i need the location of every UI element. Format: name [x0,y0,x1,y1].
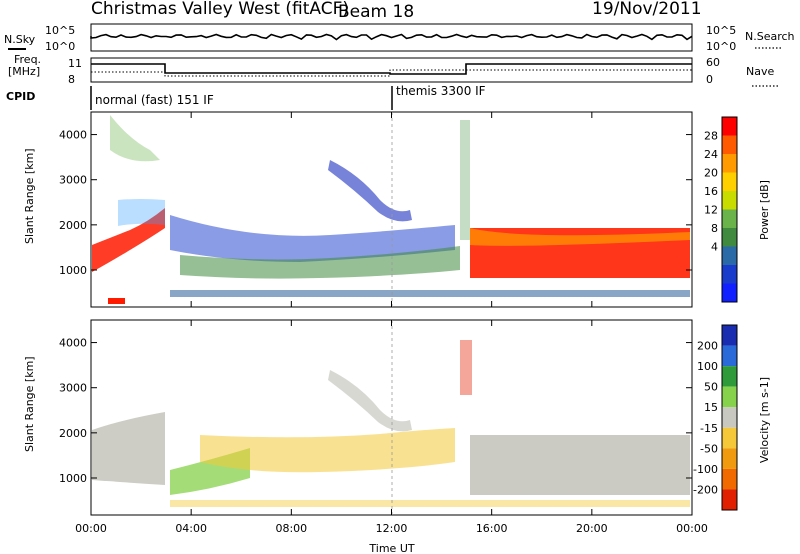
power-colorbar-swatch [722,283,737,302]
freq-series-line [91,63,692,75]
velocity-ytick-label: 1000 [59,472,87,485]
power-yticks: 1000 2000 3000 4000 [59,129,692,277]
power-ytick-label: 1000 [59,264,87,277]
power-colorbar-tick: 20 [704,167,718,180]
velocity-ytick-label: 2000 [59,427,87,440]
velocity-ytick-label: 4000 [59,337,87,350]
power-colorbar-tick: 16 [704,185,718,198]
cpid-segment-2: themis 3300 IF [396,84,486,98]
velocity-xtick-label: 00:00 [75,522,107,535]
beam-label: Beam 18 [338,2,414,22]
power-colorbar-tick: 12 [704,204,718,217]
velocity-xtick-label: 04:00 [175,522,207,535]
velocity-colorbar-swatch [722,468,737,490]
power-colorbar-swatch [722,117,737,136]
velocity-colorbar-frame [721,324,738,511]
velocity-colorbar-swatch [722,448,737,469]
velocity-heatmap [92,340,690,507]
nave-label: Nave [746,65,774,78]
station-title: Christmas Valley West (fitACF) [91,0,349,19]
power-colorbar-swatch [722,191,737,210]
velocity-yticks: 1000 2000 3000 4000 [59,337,692,485]
velocity-xlabel: Time UT [368,542,414,554]
power-colorbar-swatch [722,154,737,173]
velocity-colorbar: 200 100 50 15 -15 -50 -100 -200 [693,324,738,511]
velocity-colorbar-tick: 100 [697,360,718,373]
nsky-tick-top: 10^5 [45,24,75,37]
velocity-colorbar-tick: 200 [697,340,718,353]
power-colorbar-tick: 24 [704,148,718,161]
power-colorbar-tick: 28 [704,130,718,143]
power-xticks [90,112,693,307]
nsky-label: N.Sky [4,33,36,46]
power-heatmap [92,115,690,304]
velocity-xtick-label: 08:00 [275,522,307,535]
velocity-colorbar-tick: 15 [704,401,718,414]
power-colorbar-swatch [722,209,737,228]
power-colorbar-swatch [722,228,737,247]
power-colorbar-swatch [722,265,737,284]
power-colorbar-frame [721,116,738,303]
power-colorbar-swatch [722,135,737,154]
cpid-label: CPID [6,90,35,103]
velocity-colorbar-tick: 50 [704,381,718,394]
power-ylabel: Slant Range [km] [23,148,36,244]
velocity-ytick-label: 3000 [59,382,87,395]
velocity-xticks: 00:00 04:00 08:00 12:00 16:00 20:00 00:00 [75,320,708,535]
velocity-colorbar-swatch [722,407,737,428]
velocity-xtick-label: 12:00 [376,522,408,535]
power-colorbar-swatch [722,246,737,265]
nsearch-tick-top: 10^5 [706,24,736,37]
velocity-colorbar-swatch [722,366,737,387]
velocity-colorbar-swatch [722,427,737,449]
velocity-colorbar-tick: -50 [700,442,718,455]
nsearch-tick-bottom: 10^0 [706,40,736,53]
power-colorbar-label: Power [dB] [758,180,771,240]
velocity-ylabel: Slant Range [km] [23,356,36,452]
power-ytick-label: 4000 [59,129,87,142]
nave-series-line [91,69,692,77]
freq-panel [90,57,693,83]
velocity-colorbar-swatch [722,345,737,367]
velocity-colorbar-tick: -100 [693,463,718,476]
nave-tick-bottom: 0 [706,73,713,86]
power-colorbar-tick: 4 [711,241,718,254]
velocity-colorbar-tick: -200 [693,483,718,496]
velocity-colorbar-tick: -15 [700,422,718,435]
velocity-xtick-label: 00:00 [676,522,708,535]
velocity-colorbar-label: Velocity [m s-1] [758,377,771,463]
velocity-colorbar-swatch [722,489,737,510]
nave-tick-top: 60 [706,56,720,69]
nsky-series-line [90,33,693,41]
cpid-segment-1: normal (fast) 151 IF [95,93,214,107]
velocity-colorbar-swatch [722,325,737,346]
nsky-tick-bottom: 10^0 [45,40,75,53]
freq-tick-bottom: 8 [68,73,75,86]
velocity-colorbar-swatch [722,386,737,408]
velocity-xtick-label: 16:00 [476,522,508,535]
power-ytick-label: 2000 [59,219,87,232]
velocity-xtick-label: 20:00 [576,522,608,535]
power-colorbar-tick: 8 [711,222,718,235]
freq-label: Freq. [14,53,41,66]
power-ytick-label: 3000 [59,174,87,187]
freq-tick-top: 11 [68,57,82,70]
power-colorbar-swatch [722,172,737,191]
nsearch-label: N.Search [745,30,795,43]
power-colorbar: 28 24 20 16 12 8 4 [704,116,738,303]
date-label: 19/Nov/2011 [592,0,702,19]
freq-unit: [MHz] [8,65,40,78]
